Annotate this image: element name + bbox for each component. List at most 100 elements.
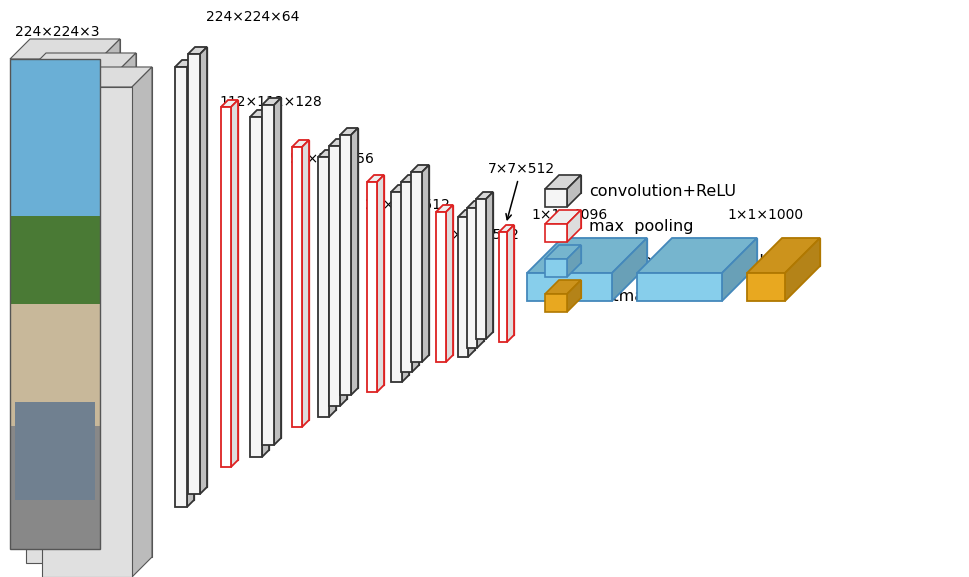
Polygon shape xyxy=(328,139,347,146)
Polygon shape xyxy=(335,139,347,399)
Polygon shape xyxy=(400,175,419,182)
Polygon shape xyxy=(567,175,580,207)
Polygon shape xyxy=(411,165,428,172)
Text: 224×224×64: 224×224×64 xyxy=(205,10,299,24)
Polygon shape xyxy=(231,100,237,467)
Polygon shape xyxy=(558,280,580,298)
Text: 7×7×512: 7×7×512 xyxy=(487,162,554,220)
Polygon shape xyxy=(298,140,309,420)
Polygon shape xyxy=(250,117,262,457)
Polygon shape xyxy=(268,98,281,438)
Polygon shape xyxy=(262,105,273,445)
Text: softmax: softmax xyxy=(588,288,653,304)
Polygon shape xyxy=(408,175,419,365)
Text: 224×224×3: 224×224×3 xyxy=(15,25,100,39)
Text: 14×14×512: 14×14×512 xyxy=(433,228,518,242)
Text: convolution+ReLU: convolution+ReLU xyxy=(588,183,735,198)
Polygon shape xyxy=(10,59,100,255)
Polygon shape xyxy=(418,165,428,355)
Polygon shape xyxy=(483,192,492,332)
Polygon shape xyxy=(188,54,200,494)
Polygon shape xyxy=(526,273,611,301)
Polygon shape xyxy=(467,210,475,357)
Polygon shape xyxy=(187,60,194,507)
Polygon shape xyxy=(545,294,567,312)
Polygon shape xyxy=(545,210,580,224)
Polygon shape xyxy=(567,280,580,312)
Polygon shape xyxy=(182,60,194,500)
Polygon shape xyxy=(721,238,756,301)
Polygon shape xyxy=(391,185,409,192)
Polygon shape xyxy=(476,192,492,199)
Polygon shape xyxy=(443,205,453,355)
Polygon shape xyxy=(328,146,340,406)
Polygon shape xyxy=(412,175,419,372)
Polygon shape xyxy=(401,185,409,382)
Polygon shape xyxy=(347,128,358,388)
Polygon shape xyxy=(545,224,567,242)
Polygon shape xyxy=(457,217,467,357)
Polygon shape xyxy=(301,140,309,427)
Polygon shape xyxy=(10,304,100,441)
Polygon shape xyxy=(558,175,580,193)
Polygon shape xyxy=(200,47,206,494)
Polygon shape xyxy=(188,47,206,54)
Polygon shape xyxy=(325,150,335,410)
Polygon shape xyxy=(507,225,514,342)
Polygon shape xyxy=(228,100,237,460)
Polygon shape xyxy=(446,205,453,362)
Polygon shape xyxy=(366,175,384,182)
Polygon shape xyxy=(42,67,152,87)
Polygon shape xyxy=(506,225,514,335)
Polygon shape xyxy=(567,245,580,277)
Polygon shape xyxy=(466,201,484,208)
Polygon shape xyxy=(477,201,484,348)
Text: 28×28×512: 28×28×512 xyxy=(364,198,450,212)
Polygon shape xyxy=(116,53,136,563)
Polygon shape xyxy=(30,39,120,529)
Polygon shape xyxy=(132,67,152,577)
Polygon shape xyxy=(26,53,136,73)
Polygon shape xyxy=(174,67,187,507)
Polygon shape xyxy=(545,175,580,189)
Polygon shape xyxy=(545,189,567,207)
Polygon shape xyxy=(637,273,721,301)
Polygon shape xyxy=(292,147,301,427)
Polygon shape xyxy=(262,110,268,457)
Polygon shape xyxy=(464,210,475,350)
Polygon shape xyxy=(15,402,95,500)
Polygon shape xyxy=(558,245,580,263)
Polygon shape xyxy=(672,238,756,266)
Polygon shape xyxy=(400,182,412,372)
Polygon shape xyxy=(746,238,819,273)
Polygon shape xyxy=(340,139,347,406)
Polygon shape xyxy=(435,212,446,362)
Polygon shape xyxy=(221,100,237,107)
Polygon shape xyxy=(318,157,328,417)
Text: 1×1×1000: 1×1×1000 xyxy=(727,208,803,222)
Polygon shape xyxy=(545,280,580,294)
Polygon shape xyxy=(318,150,335,157)
Polygon shape xyxy=(474,201,484,341)
Polygon shape xyxy=(195,47,206,487)
Polygon shape xyxy=(62,67,152,557)
Polygon shape xyxy=(351,128,358,395)
Polygon shape xyxy=(485,192,492,339)
Polygon shape xyxy=(340,128,358,135)
Polygon shape xyxy=(377,175,384,392)
Polygon shape xyxy=(257,110,268,450)
Polygon shape xyxy=(561,238,646,266)
Polygon shape xyxy=(411,172,422,362)
Polygon shape xyxy=(784,238,819,301)
Polygon shape xyxy=(273,98,281,445)
Polygon shape xyxy=(466,208,477,348)
Polygon shape xyxy=(558,210,580,228)
Text: fully  connected+ReLU: fully connected+ReLU xyxy=(588,253,770,268)
Polygon shape xyxy=(422,165,428,362)
Polygon shape xyxy=(46,53,136,543)
Polygon shape xyxy=(498,225,514,232)
Text: 56×56×256: 56×56×256 xyxy=(290,152,374,166)
Polygon shape xyxy=(781,238,819,266)
Polygon shape xyxy=(174,60,194,67)
Text: 112×112×128: 112×112×128 xyxy=(219,95,322,109)
